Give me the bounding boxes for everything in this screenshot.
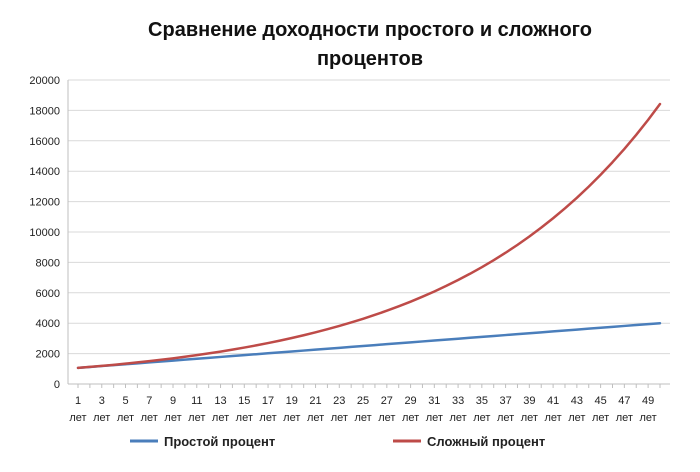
series-lines	[76, 102, 662, 370]
x-tick-unit-5: лет	[188, 412, 205, 424]
series-line-simple	[76, 321, 662, 370]
x-tick-unit-2: лет	[117, 412, 134, 424]
x-axis: 1 лет 3 лет 5 лет 7 лет 9 лет 11 лет 13 лет 15 лет 17 лет…	[68, 383, 670, 424]
x-tick-label-3: 7	[146, 395, 152, 407]
y-tick-label-9: 18000	[29, 105, 60, 117]
x-tick-label-16: 33	[452, 395, 464, 407]
x-tick-unit-17: лет	[473, 412, 490, 424]
x-tick-unit-15: лет	[426, 412, 443, 424]
x-tick-label-17: 35	[476, 395, 488, 407]
series-line-compound	[76, 102, 662, 370]
y-tick-label-0: 0	[54, 379, 60, 391]
x-tick-unit-18: лет	[497, 412, 514, 424]
x-tick-label-10: 21	[309, 395, 321, 407]
x-tick-label-2: 5	[122, 395, 128, 407]
x-tick-label-5: 11	[191, 395, 202, 407]
x-tick-label-4: 9	[170, 395, 176, 407]
x-tick-unit-14: лет	[402, 412, 419, 424]
chart-title-line-1: Сравнение доходности простого и сложного	[148, 19, 592, 41]
y-tick-label-2: 4000	[36, 318, 60, 330]
x-tick-label-19: 39	[523, 395, 535, 407]
x-tick-unit-23: лет	[616, 412, 633, 424]
x-tick-unit-10: лет	[307, 412, 324, 424]
x-tick-unit-1: лет	[93, 412, 110, 424]
x-tick-label-21: 43	[571, 395, 583, 407]
x-tick-unit-9: лет	[283, 412, 300, 424]
x-tick-unit-16: лет	[449, 412, 466, 424]
x-tick-label-13: 27	[381, 395, 393, 407]
y-tick-label-3: 6000	[36, 288, 60, 300]
y-tick-label-7: 14000	[29, 166, 60, 178]
legend-label-compound: Сложный процент	[427, 434, 545, 449]
y-tick-label-8: 16000	[29, 136, 60, 148]
x-tick-label-6: 13	[214, 395, 226, 407]
x-tick-label-18: 37	[499, 395, 511, 407]
x-tick-label-7: 15	[238, 395, 250, 407]
x-tick-unit-21: лет	[568, 412, 585, 424]
x-tick-unit-7: лет	[236, 412, 253, 424]
x-tick-unit-0: лет	[69, 412, 86, 424]
x-tick-label-8: 17	[262, 395, 274, 407]
y-tick-label-10: 20000	[29, 75, 60, 87]
x-tick-label-23: 47	[618, 395, 630, 407]
x-tick-label-22: 45	[594, 395, 606, 407]
x-tick-unit-19: лет	[521, 412, 538, 424]
x-tick-label-1: 3	[99, 395, 105, 407]
x-tick-unit-12: лет	[354, 412, 371, 424]
x-tick-unit-22: лет	[592, 412, 609, 424]
gridlines	[68, 79, 670, 355]
x-tick-unit-20: лет	[544, 412, 561, 424]
x-tick-label-15: 31	[428, 395, 440, 407]
legend-label-simple: Простой процент	[164, 434, 275, 449]
x-tick-label-12: 25	[357, 395, 369, 407]
x-tick-unit-11: лет	[331, 412, 348, 424]
x-tick-label-20: 41	[547, 395, 559, 407]
x-tick-label-14: 29	[404, 395, 416, 407]
x-tick-unit-8: лет	[259, 412, 276, 424]
y-tick-label-6: 12000	[29, 197, 60, 209]
chart-title: Сравнение доходности простого и сложного…	[148, 19, 592, 70]
legend: Простой процент Сложный процент	[130, 434, 545, 449]
x-tick-label-11: 23	[333, 395, 345, 407]
x-tick-unit-24: лет	[640, 412, 657, 424]
y-tick-label-5: 10000	[29, 227, 60, 239]
y-axis: 0 2000 4000 6000 8000 10000 12000 14000 16000 180…	[29, 75, 69, 391]
y-tick-label-4: 8000	[36, 257, 60, 269]
x-tick-unit-6: лет	[212, 412, 229, 424]
x-tick-unit-13: лет	[378, 412, 395, 424]
x-tick-unit-4: лет	[164, 412, 181, 424]
x-tick-label-0: 1	[75, 395, 81, 407]
x-tick-label-24: 49	[642, 395, 654, 407]
x-tick-label-9: 19	[286, 395, 298, 407]
y-tick-label-1: 2000	[36, 349, 60, 361]
chart-title-line-2: процентов	[317, 48, 423, 70]
x-tick-unit-3: лет	[141, 412, 158, 424]
